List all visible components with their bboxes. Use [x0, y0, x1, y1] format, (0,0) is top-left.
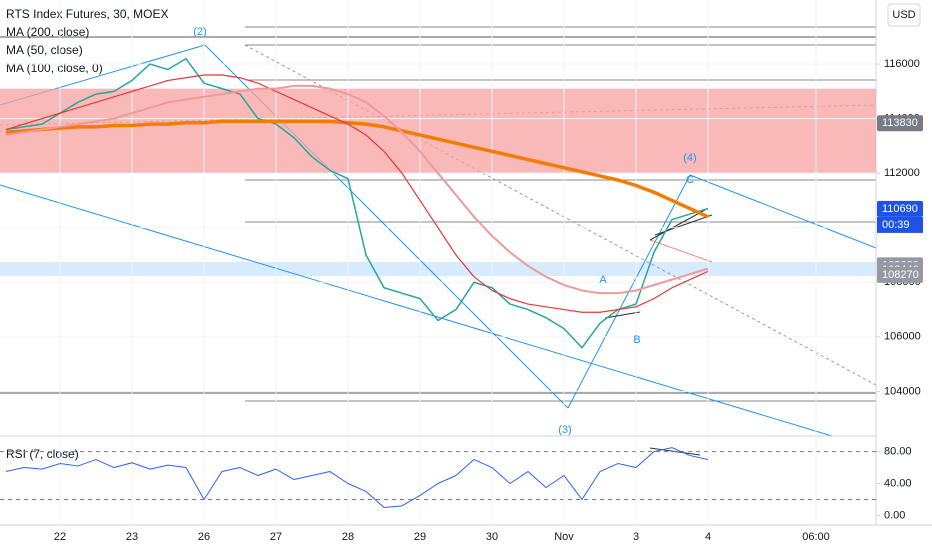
countdown-box [877, 216, 923, 233]
x-tick-label: Nov [554, 531, 574, 543]
x-tick-label: 06:00 [802, 531, 830, 543]
legend-entry: MA (100, close, 0) [6, 61, 103, 75]
series-line [5, 447, 709, 508]
price-marker [877, 200, 923, 217]
trend-line [689, 174, 877, 249]
price-marker [877, 115, 923, 132]
currency[interactable]: USD [892, 9, 915, 21]
wave-label: B [633, 334, 640, 346]
legend-entry: MA (200, close) [6, 25, 89, 39]
level-band [0, 262, 876, 276]
y-tick-label: 106000 [884, 331, 921, 343]
currency-button[interactable] [887, 3, 921, 27]
x-tick-label: 27 [270, 531, 282, 543]
x-tick-label: 29 [414, 531, 426, 543]
wave-label: C [686, 174, 694, 186]
wave-label: (2) [193, 26, 206, 38]
trend-line [649, 239, 713, 263]
series-line [5, 57, 709, 349]
price-marker [877, 266, 923, 283]
countdown: 00:39 [882, 219, 910, 231]
triangle-line [649, 209, 706, 241]
x-tick-label: 28 [342, 531, 354, 543]
channel-line [0, 184, 833, 437]
x-tick-label: 26 [198, 531, 210, 543]
triangle-line [604, 311, 641, 319]
x-tick-label: 4 [705, 531, 711, 543]
y-tick-label: 116000 [884, 58, 920, 70]
wave-label: (3) [558, 424, 571, 436]
price-label: 113830 [882, 117, 918, 129]
y-tick-label: 0.00 [884, 509, 905, 521]
x-tick-label: 22 [54, 531, 66, 543]
series-line [5, 119, 709, 219]
y-tick-label: 40.00 [884, 477, 912, 489]
y-tick-label: 80.00 [884, 445, 912, 457]
wave-label: (4) [683, 152, 696, 164]
x-tick-label: 30 [486, 531, 498, 543]
pane-title: RSI (7, close) [6, 447, 79, 461]
drawings [0, 0, 932, 526]
chart-title: RTS Index Futures, 30, MOEX [6, 7, 169, 21]
legend-entry: MA (50, close) [6, 43, 83, 57]
x-tick-label: 3 [633, 531, 639, 543]
y-tick-label: 112000 [884, 167, 920, 179]
series-line [5, 84, 709, 295]
resistance-zone [0, 88, 876, 174]
price-label: 110690 [882, 203, 918, 215]
x-tick-label: 23 [126, 531, 138, 543]
wave-label: A [599, 274, 607, 286]
y-tick-label: 104000 [884, 385, 921, 397]
series-line [5, 74, 709, 313]
price-label: 108270 [882, 269, 919, 281]
